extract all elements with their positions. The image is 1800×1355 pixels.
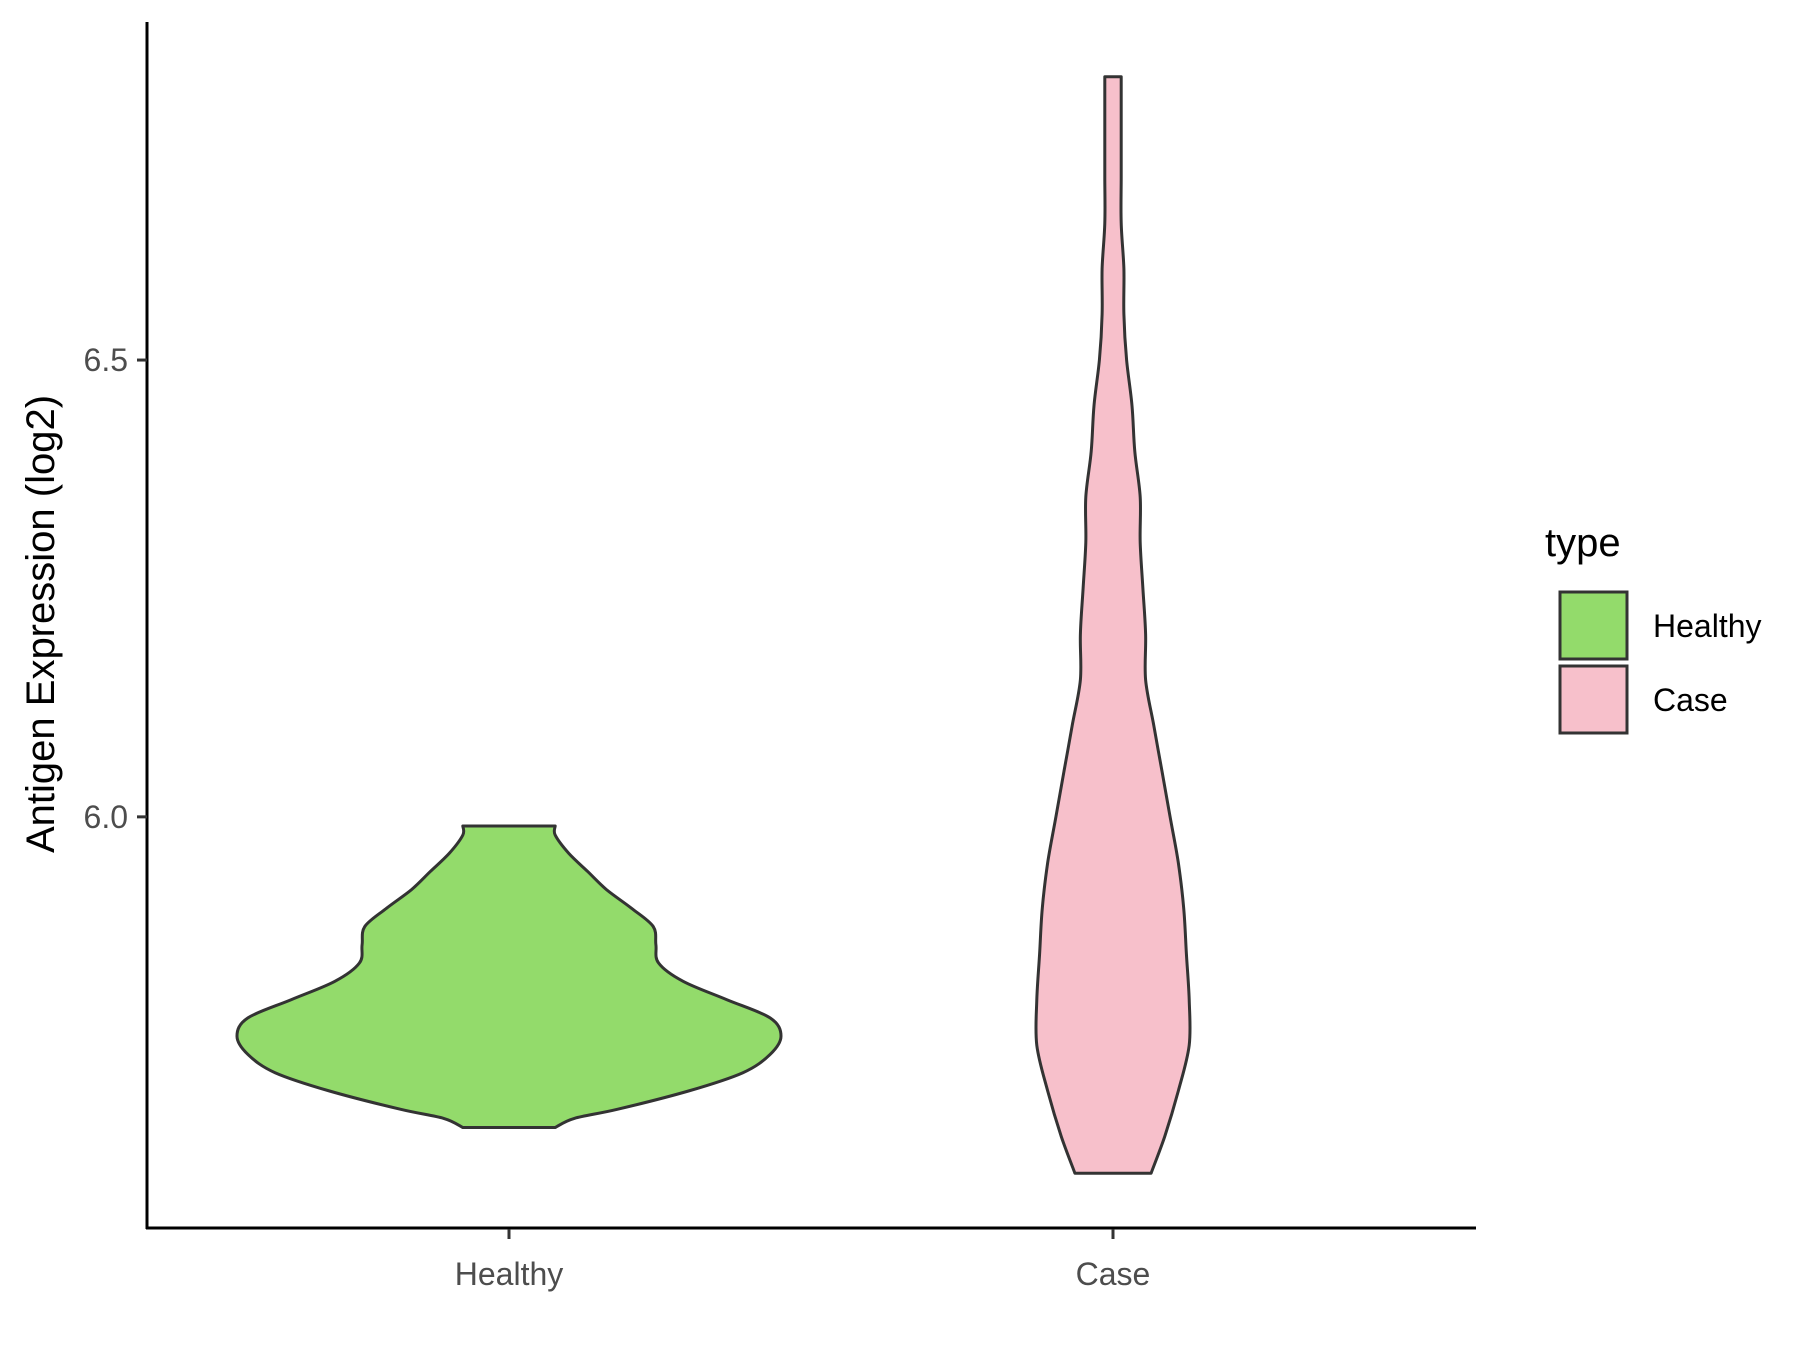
y-ticks: 6.0 6.5 — [84, 342, 147, 835]
x-ticks: Healthy Case — [455, 1229, 1151, 1292]
legend-label-healthy: Healthy — [1653, 608, 1762, 644]
legend-title: type — [1545, 521, 1621, 565]
x-tick-label: Healthy — [455, 1256, 564, 1292]
legend-label-case: Case — [1653, 682, 1728, 718]
violin-case — [1034, 75, 1192, 1175]
violin-layer — [235, 75, 1192, 1175]
legend-key-case — [1558, 664, 1629, 735]
x-tick-label: Case — [1076, 1256, 1151, 1292]
y-tick-label: 6.5 — [84, 342, 128, 378]
axes: 6.0 6.5 Healthy Case — [84, 22, 1476, 1292]
legend-key-healthy — [1558, 590, 1629, 661]
violin-healthy — [235, 824, 783, 1129]
legend: type Healthy Case — [1545, 521, 1762, 735]
legend-entries: Healthy Case — [1558, 590, 1762, 735]
y-tick-label: 6.0 — [84, 799, 128, 835]
y-axis-title: Antigen Expression (log2) — [19, 395, 63, 853]
